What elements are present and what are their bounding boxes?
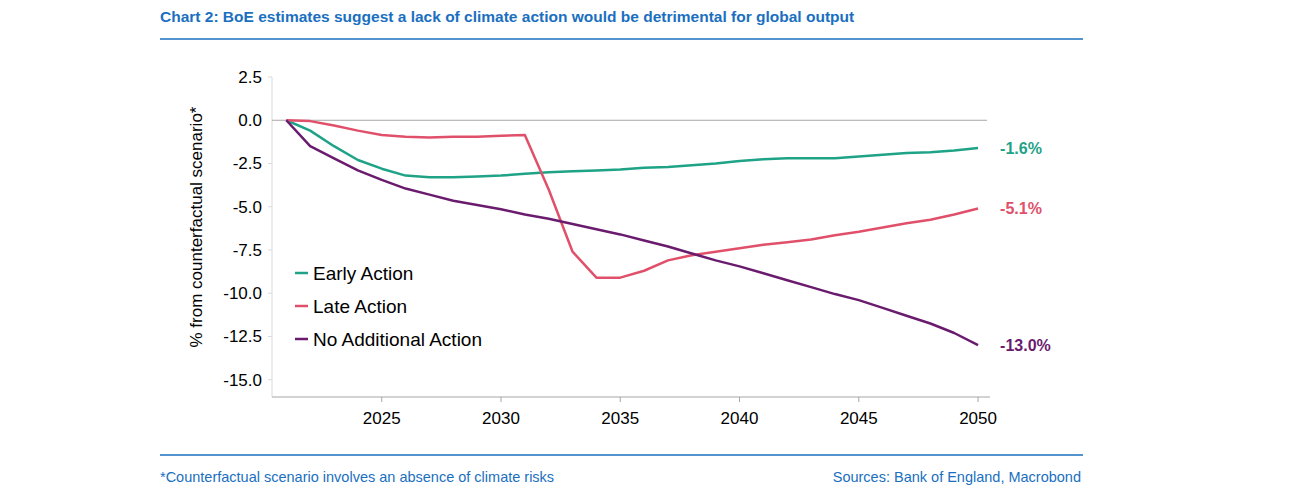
- series-line: [286, 120, 978, 177]
- y-tick: [268, 77, 272, 78]
- y-tick-label: -15.0: [223, 371, 262, 390]
- chart-svg: Chart 2: BoE estimates suggest a lack of…: [0, 0, 1312, 491]
- y-tick-label: -5.0: [233, 198, 262, 217]
- y-tick-label: 0.0: [238, 111, 262, 130]
- plot-lines: [286, 120, 978, 345]
- legend-swatch: [295, 272, 308, 275]
- legend-label: Early Action: [313, 263, 413, 284]
- source: Sources: Bank of England, Macrobond: [833, 469, 1081, 485]
- legend-swatch: [295, 338, 308, 341]
- legend-label: Late Action: [313, 296, 407, 317]
- legend-swatch: [295, 305, 308, 308]
- data-label: -1.6%: [1000, 140, 1042, 157]
- x-tick: [978, 397, 979, 402]
- data-label: -5.1%: [1000, 200, 1042, 217]
- x-tick-label: 2030: [482, 409, 520, 428]
- y-tick: [268, 336, 272, 337]
- y-tick-label: -12.5: [223, 327, 262, 346]
- legend-label: No Additional Action: [313, 329, 482, 350]
- y-tick-label: -7.5: [233, 241, 262, 260]
- x-axis-line: [272, 396, 990, 397]
- chart-title: Chart 2: BoE estimates suggest a lack of…: [160, 8, 854, 25]
- x-tick-label: 2040: [721, 409, 759, 428]
- y-tick: [268, 206, 272, 207]
- x-tick: [500, 397, 501, 402]
- x-tick: [858, 397, 859, 402]
- y-tick: [268, 293, 272, 294]
- y-tick: [268, 163, 272, 164]
- data-label: -13.0%: [1000, 337, 1051, 354]
- x-tick: [739, 397, 740, 402]
- series-line: [286, 120, 978, 345]
- x-tick-label: 2025: [363, 409, 401, 428]
- footer-rule: [160, 454, 1083, 456]
- zero-line: [272, 120, 987, 121]
- chart-container: Chart 2: BoE estimates suggest a lack of…: [0, 0, 1312, 491]
- x-tick-label: 2050: [959, 409, 997, 428]
- y-tick: [268, 249, 272, 250]
- y-tick-label: -10.0: [223, 284, 262, 303]
- y-tick-label: -2.5: [233, 154, 262, 173]
- y-axis-line: [272, 77, 273, 397]
- x-tick: [620, 397, 621, 402]
- footnote: *Counterfactual scenario involves an abs…: [160, 469, 554, 485]
- x-tick: [381, 397, 382, 402]
- series-line: [286, 120, 978, 277]
- x-tick-label: 2035: [601, 409, 639, 428]
- y-axis-label: % from counterfactual scenario*: [187, 106, 206, 347]
- y-tick-label: 2.5: [238, 68, 262, 87]
- y-tick: [268, 379, 272, 380]
- header-rule: [160, 38, 1083, 40]
- x-tick-label: 2045: [840, 409, 878, 428]
